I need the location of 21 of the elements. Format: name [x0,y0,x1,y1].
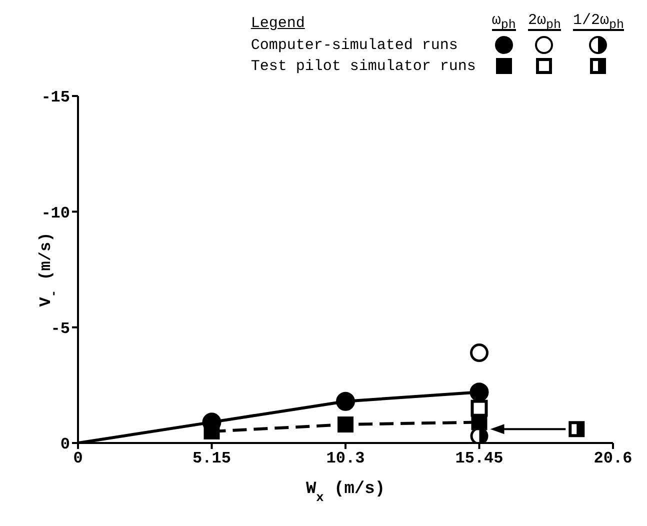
x-tick-label: 0 [73,449,83,468]
x-tick-label: 15.45 [455,449,504,468]
text: Test pilot simulator runs [250,56,477,76]
x-tick-label: 5.15 [192,449,231,468]
point [336,392,355,411]
text: 2ω$_{ph}$ [528,12,561,32]
y-tick-label: -10 [41,204,70,222]
point [470,382,489,402]
text: Computer-simulated runs [250,36,459,56]
point [470,344,488,362]
point [470,400,488,417]
y-tick-label: -15 [41,88,70,107]
x-axis-title: W$_{x}$ (m/s) [306,480,386,504]
x-tick-label: 20.6 [594,449,632,468]
point [338,416,354,432]
y-tick-label: 0 [60,436,70,454]
text: 1/2ω$_{ph}$ [572,12,624,32]
x-tick-label: 10.3 [326,449,365,468]
y-tick-label: -5 [50,320,70,338]
legend-title: Legend [250,14,306,34]
text: ω$_{ph}$ [492,12,516,32]
